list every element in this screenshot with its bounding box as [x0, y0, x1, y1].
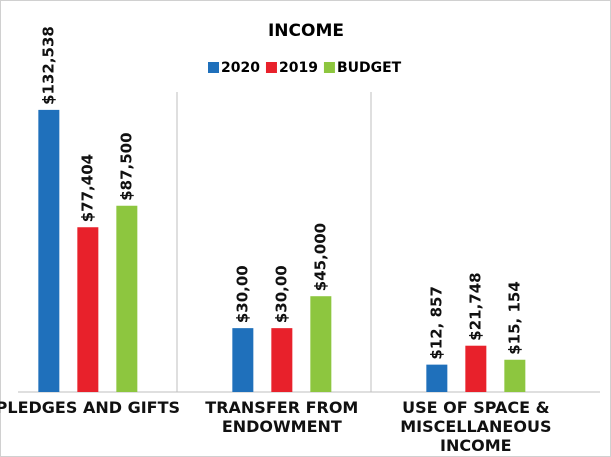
data-label: $132,538 — [39, 26, 57, 105]
x-tick-label: TRANSFER FROM ENDOWMENT — [205, 398, 359, 436]
data-label: $87,500 — [117, 132, 135, 200]
bar — [116, 205, 138, 392]
bar — [504, 359, 526, 392]
data-label: $77,404 — [78, 154, 96, 222]
legend-swatch — [208, 62, 219, 73]
data-label: $21,748 — [466, 272, 484, 340]
bar — [77, 227, 99, 392]
data-label: $30,00 — [233, 265, 251, 323]
legend-swatch — [265, 62, 277, 73]
legend-label: 2019 — [279, 60, 318, 76]
bar — [38, 109, 60, 393]
bar — [271, 328, 293, 392]
data-label: $15, 154 — [505, 281, 523, 355]
data-label: $12, 857 — [427, 286, 445, 360]
bar — [310, 296, 332, 392]
x-tick-label: USE OF SPACE & MISCELLANEOUS INCOME — [400, 398, 552, 455]
bar — [232, 328, 254, 392]
data-label: $45,000 — [311, 223, 329, 291]
legend-swatch — [323, 62, 335, 73]
legend-label: BUDGET — [337, 60, 402, 76]
data-label: $30,00 — [272, 265, 290, 323]
bar — [465, 345, 487, 392]
bar — [426, 364, 448, 392]
legend-label: 2020 — [221, 60, 260, 76]
chart-title: INCOME — [268, 21, 344, 41]
x-tick-label: PLEDGES AND GIFTS — [0, 398, 181, 417]
